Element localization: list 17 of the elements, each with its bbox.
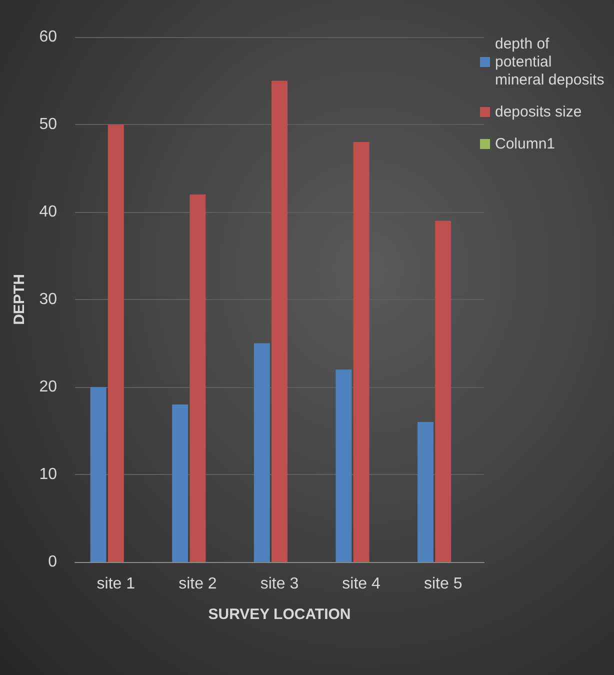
y-tick-label: 30 bbox=[39, 291, 58, 308]
y-tick-label: 0 bbox=[48, 554, 58, 570]
x-tick-label: site 5 bbox=[424, 576, 462, 592]
legend-label: depth of potential mineral deposits bbox=[495, 36, 604, 88]
x-tick-label: site 2 bbox=[178, 576, 217, 592]
y-axis-title: DEPTH bbox=[11, 274, 28, 325]
x-tick-label: site 4 bbox=[342, 576, 381, 592]
y-tick-label: 20 bbox=[39, 378, 58, 396]
legend-label: Column1 bbox=[495, 136, 556, 152]
x-axis-title: SURVEY LOCATION bbox=[208, 606, 351, 623]
y-tick-label: 60 bbox=[39, 28, 58, 46]
y-tick-label: 40 bbox=[39, 204, 58, 220]
y-tick-label: 10 bbox=[39, 466, 58, 483]
x-tick-label: site 1 bbox=[96, 576, 136, 592]
legend-label: deposits size bbox=[495, 104, 582, 120]
y-tick-label: 50 bbox=[39, 116, 58, 133]
x-tick-label: site 3 bbox=[260, 576, 299, 592]
